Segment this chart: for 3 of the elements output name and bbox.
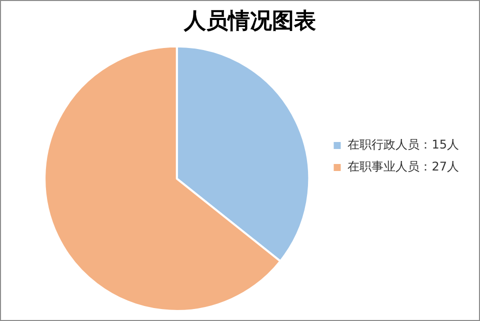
chart-title: 人员情况图表 xyxy=(183,8,316,34)
legend-label: 在职事业人员：27人 xyxy=(348,160,460,174)
legend-label: 在职行政人员：15人 xyxy=(348,138,460,152)
